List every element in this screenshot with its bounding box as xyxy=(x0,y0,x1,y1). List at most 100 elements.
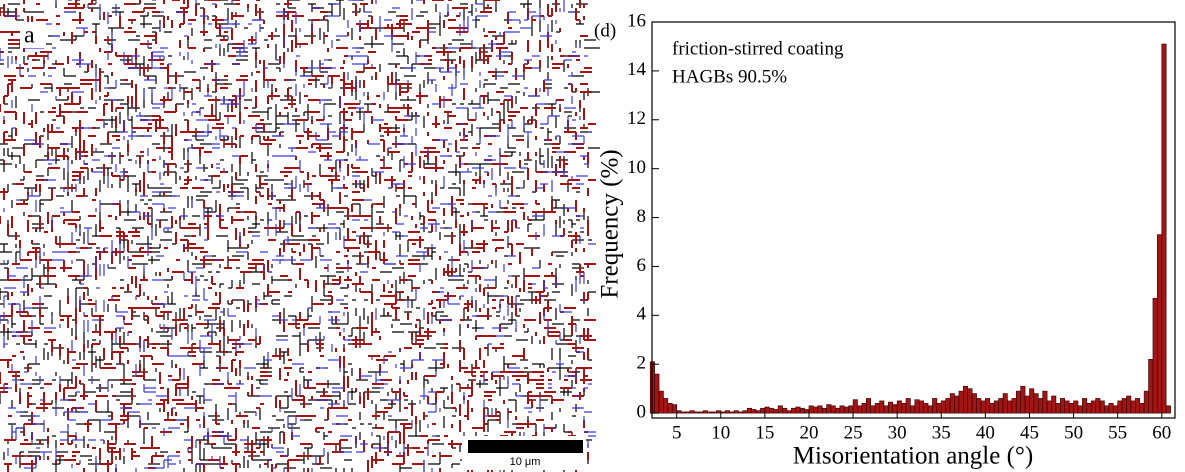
bar xyxy=(716,410,722,414)
bar xyxy=(1002,393,1008,414)
bar xyxy=(685,411,691,414)
bar xyxy=(676,410,682,414)
bar xyxy=(782,407,788,414)
bar xyxy=(720,411,726,414)
bar xyxy=(1060,398,1066,414)
bar xyxy=(746,407,752,414)
bar xyxy=(711,411,717,414)
bar xyxy=(1126,395,1132,414)
bar xyxy=(1033,393,1039,414)
y-axis-label: Frequency (%) xyxy=(597,149,624,298)
bar xyxy=(1086,403,1092,414)
bar xyxy=(764,406,770,414)
bar xyxy=(1165,405,1171,414)
bar xyxy=(689,410,695,414)
bar xyxy=(1090,400,1096,414)
plot-frame xyxy=(651,21,1176,419)
bar xyxy=(738,411,744,414)
bar xyxy=(879,400,885,414)
bar xyxy=(826,404,832,414)
y-tick-label: 16 xyxy=(627,10,646,31)
map-label-bg xyxy=(20,22,46,48)
bar xyxy=(932,398,938,414)
bar xyxy=(1046,400,1052,414)
bar xyxy=(1139,403,1145,414)
y-tick-label: 14 xyxy=(627,59,647,80)
grain-boundaries xyxy=(0,0,596,472)
bar xyxy=(1007,400,1013,414)
bar xyxy=(852,399,858,414)
y-tick-label: 2 xyxy=(637,353,647,374)
bar xyxy=(910,405,916,414)
bar xyxy=(985,398,991,414)
bar xyxy=(769,407,775,414)
y-tick-label: 12 xyxy=(627,108,646,129)
bar xyxy=(1095,398,1101,414)
bar xyxy=(857,405,863,414)
bar xyxy=(1011,398,1017,414)
x-axis-label: Misorientation angle (°) xyxy=(793,443,1034,470)
x-tick-label: 40 xyxy=(976,422,995,443)
x-tick-label: 35 xyxy=(932,422,951,443)
bar xyxy=(1143,390,1149,414)
map-label: a xyxy=(24,23,35,49)
bar xyxy=(866,398,872,414)
bar xyxy=(843,406,849,414)
bar xyxy=(742,410,748,414)
bar xyxy=(795,406,801,414)
bar xyxy=(1073,400,1079,414)
bar xyxy=(654,373,660,414)
bar xyxy=(817,405,823,414)
bar xyxy=(786,410,792,414)
bar xyxy=(940,400,946,414)
bar xyxy=(1121,398,1127,414)
bar xyxy=(729,411,735,414)
annotation: HAGBs 90.5% xyxy=(672,66,787,87)
bar xyxy=(1157,234,1163,414)
bar xyxy=(733,410,739,414)
bar xyxy=(1161,43,1167,414)
bar xyxy=(870,405,876,414)
bar xyxy=(888,401,894,414)
bar xyxy=(896,400,902,414)
bar xyxy=(799,407,805,414)
bar xyxy=(707,411,713,414)
bar xyxy=(813,406,819,414)
annotation: friction-stirred coating xyxy=(672,38,844,59)
bar xyxy=(821,407,827,414)
bar xyxy=(936,403,942,414)
grain-boundaries xyxy=(0,0,600,472)
bar xyxy=(663,398,669,414)
bar xyxy=(1015,390,1021,414)
bar xyxy=(918,400,924,414)
bar xyxy=(1068,403,1074,414)
bar xyxy=(791,407,797,414)
bar xyxy=(1042,390,1048,414)
bar xyxy=(998,398,1004,414)
x-tick-label: 55 xyxy=(1108,422,1127,443)
bar xyxy=(1099,400,1105,414)
bar xyxy=(1051,395,1057,414)
bar xyxy=(698,411,704,414)
bar xyxy=(848,405,854,414)
bar xyxy=(958,390,964,414)
panel-label: (d) xyxy=(594,20,616,41)
bar xyxy=(954,395,960,414)
bar xyxy=(874,403,880,414)
bar xyxy=(945,398,951,414)
bar xyxy=(808,405,814,414)
bar xyxy=(1082,398,1088,414)
bar xyxy=(1077,405,1083,414)
bar xyxy=(993,400,999,414)
x-tick-label: 15 xyxy=(755,422,774,443)
bar xyxy=(1024,395,1030,414)
bar xyxy=(680,411,686,414)
bar xyxy=(976,398,982,414)
y-tick-label: 4 xyxy=(637,304,647,325)
bar xyxy=(905,398,911,414)
bar xyxy=(971,393,977,414)
bar xyxy=(773,409,779,414)
y-tick-label: 8 xyxy=(637,206,647,227)
bar xyxy=(901,403,907,414)
